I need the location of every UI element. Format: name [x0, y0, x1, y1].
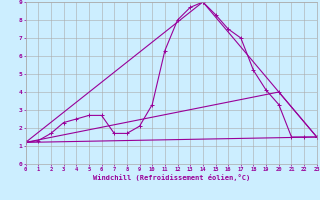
X-axis label: Windchill (Refroidissement éolien,°C): Windchill (Refroidissement éolien,°C) [92, 174, 250, 181]
